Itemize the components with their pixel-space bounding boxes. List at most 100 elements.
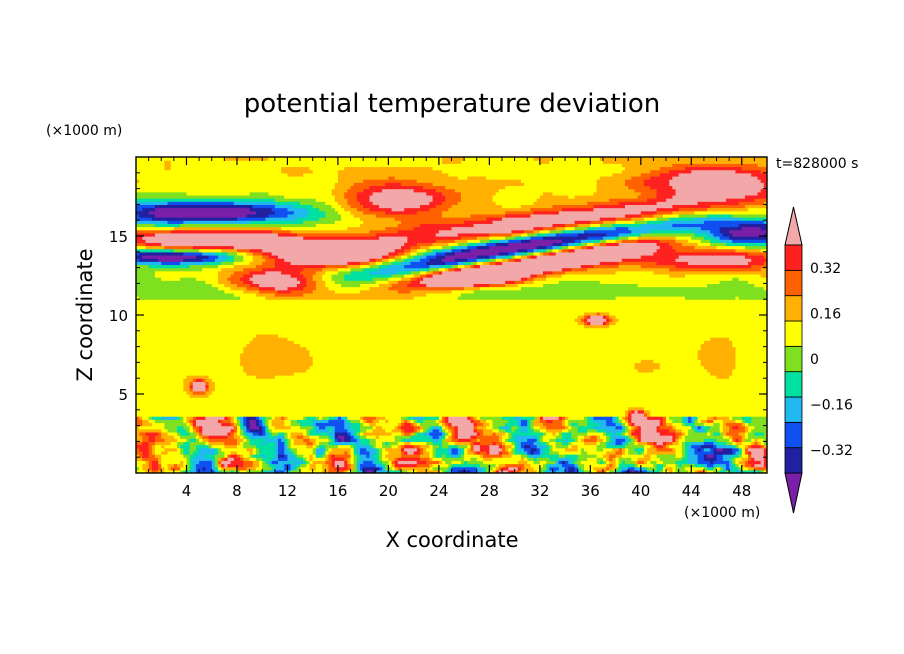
- heatmap-cell: [382, 261, 393, 266]
- heatmap-cell: [240, 277, 251, 281]
- heatmap-cell: [309, 435, 320, 439]
- heatmap-cell: [372, 277, 389, 281]
- heatmap-cell: [675, 450, 683, 455]
- heatmap-cell: [183, 425, 191, 430]
- heatmap-cell: [356, 454, 361, 458]
- heatmap-cell: [656, 207, 680, 212]
- heatmap-cell: [344, 419, 348, 424]
- heatmap-cell: [136, 277, 162, 281]
- heatmap-cell: [697, 425, 702, 430]
- heatmap-cell: [549, 438, 557, 442]
- heatmap-cell: [640, 435, 673, 439]
- heatmap-cell: [606, 232, 620, 237]
- heatmap-cell: [429, 267, 440, 272]
- heatmap-cell: [448, 435, 453, 439]
- heatmap-cell: [344, 273, 393, 278]
- heatmap-cell: [511, 444, 516, 449]
- heatmap-cell: [426, 428, 431, 433]
- heatmap-cell: [552, 242, 563, 247]
- heatmap-cell: [372, 460, 377, 465]
- heatmap-cell: [429, 454, 434, 458]
- heatmap-cell: [385, 454, 402, 458]
- heatmap-cell: [363, 419, 367, 424]
- heatmap-cell: [375, 450, 380, 455]
- heatmap-cell: [514, 254, 522, 259]
- heatmap-cell: [631, 419, 661, 424]
- heatmap-cell: [703, 454, 708, 458]
- heatmap-cell: [259, 460, 263, 465]
- heatmap-cell: [170, 160, 443, 164]
- heatmap-cell: [445, 267, 449, 272]
- heatmap-cell: [394, 460, 399, 465]
- heatmap-cell: [334, 220, 364, 224]
- heatmap-cell: [669, 169, 692, 174]
- heatmap-cell: [438, 425, 443, 430]
- heatmap-cell: [615, 425, 623, 430]
- heatmap-cell: [312, 460, 326, 465]
- heatmap-cell: [684, 416, 689, 420]
- heatmap-cell: [224, 463, 229, 468]
- x-tick-label: 44: [682, 482, 701, 500]
- heatmap-cell: [309, 460, 314, 465]
- heatmap-cell: [470, 438, 478, 442]
- heatmap-cell: [303, 454, 311, 458]
- heatmap-cell: [136, 311, 585, 316]
- heatmap-cell: [369, 438, 377, 442]
- heatmap-cell: [350, 270, 371, 275]
- heatmap-cell: [199, 460, 213, 465]
- heatmap-cell: [707, 466, 714, 471]
- heatmap-cell: [388, 175, 396, 180]
- heatmap-cell: [274, 210, 295, 215]
- heatmap-cell: [227, 277, 241, 281]
- heatmap-cell: [309, 431, 330, 436]
- heatmap-cell: [180, 223, 317, 228]
- heatmap-cell: [142, 441, 150, 446]
- heatmap-cell: [744, 447, 749, 452]
- heatmap-cell: [218, 270, 235, 275]
- heatmap-cell: [274, 447, 279, 452]
- heatmap-cell: [221, 447, 248, 452]
- heatmap-cell: [303, 286, 317, 291]
- heatmap-cell: [136, 352, 241, 357]
- heatmap-cell: [505, 283, 519, 288]
- heatmap-cell: [271, 207, 289, 212]
- heatmap-cell: [669, 179, 762, 183]
- heatmap-cell: [438, 438, 443, 442]
- heatmap-cell: [347, 428, 355, 433]
- heatmap-cell: [249, 270, 266, 275]
- heatmap-cell: [744, 254, 765, 259]
- heatmap-cell: [300, 469, 323, 473]
- heatmap-cell: [574, 460, 582, 465]
- heatmap-cell: [136, 169, 282, 174]
- heatmap-cell: [136, 264, 150, 269]
- heatmap-cell: [195, 422, 222, 427]
- heatmap-cell: [218, 466, 222, 471]
- heatmap-cell: [650, 409, 767, 414]
- heatmap-cell: [722, 454, 733, 458]
- heatmap-cell: [498, 239, 509, 243]
- heatmap-cell: [628, 419, 632, 424]
- heatmap-cell: [460, 267, 563, 272]
- heatmap-cell: [593, 466, 607, 471]
- heatmap-cell: [656, 463, 664, 468]
- heatmap-cell: [230, 428, 235, 433]
- heatmap-cell: [609, 321, 617, 326]
- heatmap-cell: [136, 394, 191, 398]
- heatmap-cell: [628, 447, 636, 452]
- heatmap-cell: [498, 251, 509, 256]
- heatmap-cell: [599, 157, 767, 161]
- heatmap-cell: [760, 169, 767, 174]
- heatmap-cell: [287, 444, 292, 449]
- heatmap-cell: [542, 438, 550, 442]
- heatmap-cell: [763, 454, 767, 458]
- heatmap-cell: [445, 422, 449, 427]
- heatmap-cell: [561, 239, 576, 243]
- heatmap-cell: [732, 416, 743, 420]
- heatmap-cell: [675, 264, 752, 269]
- heatmap-cell: [659, 166, 686, 171]
- heatmap-cell: [249, 441, 263, 446]
- heatmap-cell: [505, 444, 513, 449]
- heatmap-cell: [186, 428, 191, 433]
- heatmap-cell: [300, 280, 307, 284]
- heatmap-cell: [719, 236, 730, 240]
